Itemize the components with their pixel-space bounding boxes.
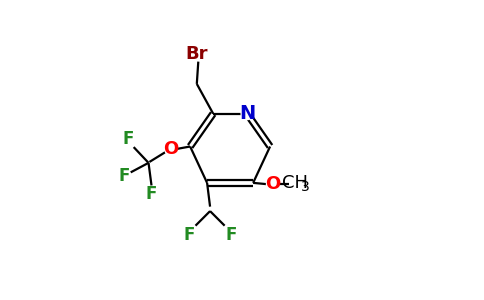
Text: N: N bbox=[239, 104, 255, 123]
Text: 3: 3 bbox=[301, 180, 309, 194]
Text: O: O bbox=[265, 176, 280, 194]
Text: F: F bbox=[225, 226, 237, 244]
Text: F: F bbox=[118, 167, 130, 185]
Text: F: F bbox=[122, 130, 134, 148]
Circle shape bbox=[165, 143, 177, 155]
Text: CH: CH bbox=[282, 174, 308, 192]
Text: F: F bbox=[146, 185, 157, 203]
Circle shape bbox=[241, 108, 253, 120]
Text: F: F bbox=[183, 226, 195, 244]
Text: Br: Br bbox=[185, 45, 208, 63]
Text: O: O bbox=[163, 140, 179, 158]
Circle shape bbox=[267, 178, 278, 190]
